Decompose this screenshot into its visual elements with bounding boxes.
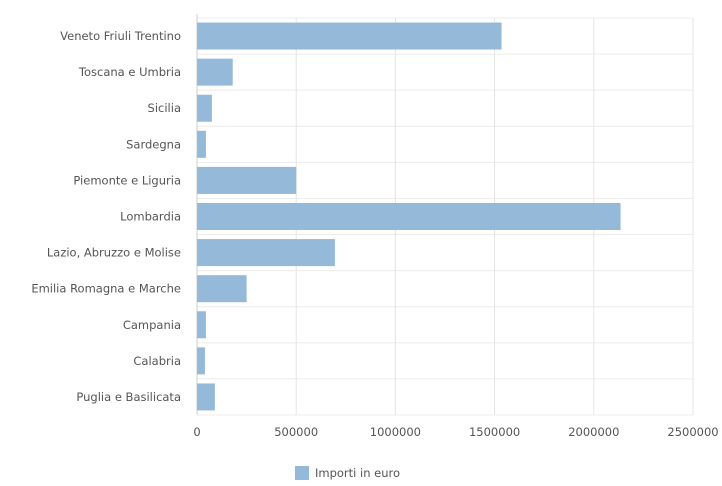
category-label: Campania <box>123 318 181 332</box>
bar[interactable] <box>197 58 233 86</box>
x-tick-label: 1500000 <box>469 425 520 439</box>
category-label: Sicilia <box>148 101 181 115</box>
bar[interactable] <box>197 275 247 303</box>
category-label: Toscana e Umbria <box>78 65 181 79</box>
x-tick-label: 0 <box>193 425 200 439</box>
x-tick-labels: 0 500000 1000000 1500000 2000000 2500000 <box>193 425 718 439</box>
bars <box>197 22 621 411</box>
x-tick-label: 2500000 <box>667 425 718 439</box>
bar[interactable] <box>197 347 205 375</box>
bar[interactable] <box>197 130 206 158</box>
category-label: Piemonte e Liguria <box>73 173 181 187</box>
bar[interactable] <box>197 166 297 194</box>
x-tick-label: 2000000 <box>568 425 619 439</box>
bar[interactable] <box>197 383 215 411</box>
legend-swatch <box>295 466 309 480</box>
bar[interactable] <box>197 203 621 230</box>
x-tick-label: 500000 <box>274 425 318 439</box>
category-label: Veneto Friuli Trentino <box>60 29 181 43</box>
category-label: Lombardia <box>120 210 181 224</box>
x-tick-label: 1000000 <box>370 425 421 439</box>
legend[interactable]: Importi in euro <box>295 466 400 480</box>
category-label: Emilia Romagna e Marche <box>31 282 181 296</box>
category-label: Lazio, Abruzzo e Molise <box>47 246 181 260</box>
category-labels: Veneto Friuli Trentino Toscana e Umbria Si… <box>31 29 181 404</box>
legend-label: Importi in euro <box>315 466 401 480</box>
bar[interactable] <box>197 311 206 339</box>
category-label: Calabria <box>133 354 181 368</box>
bar[interactable] <box>197 22 502 50</box>
category-label: Puglia e Basilicata <box>76 390 181 404</box>
bar[interactable] <box>197 94 212 122</box>
bar[interactable] <box>197 239 335 267</box>
category-label: Sardegna <box>126 137 181 151</box>
